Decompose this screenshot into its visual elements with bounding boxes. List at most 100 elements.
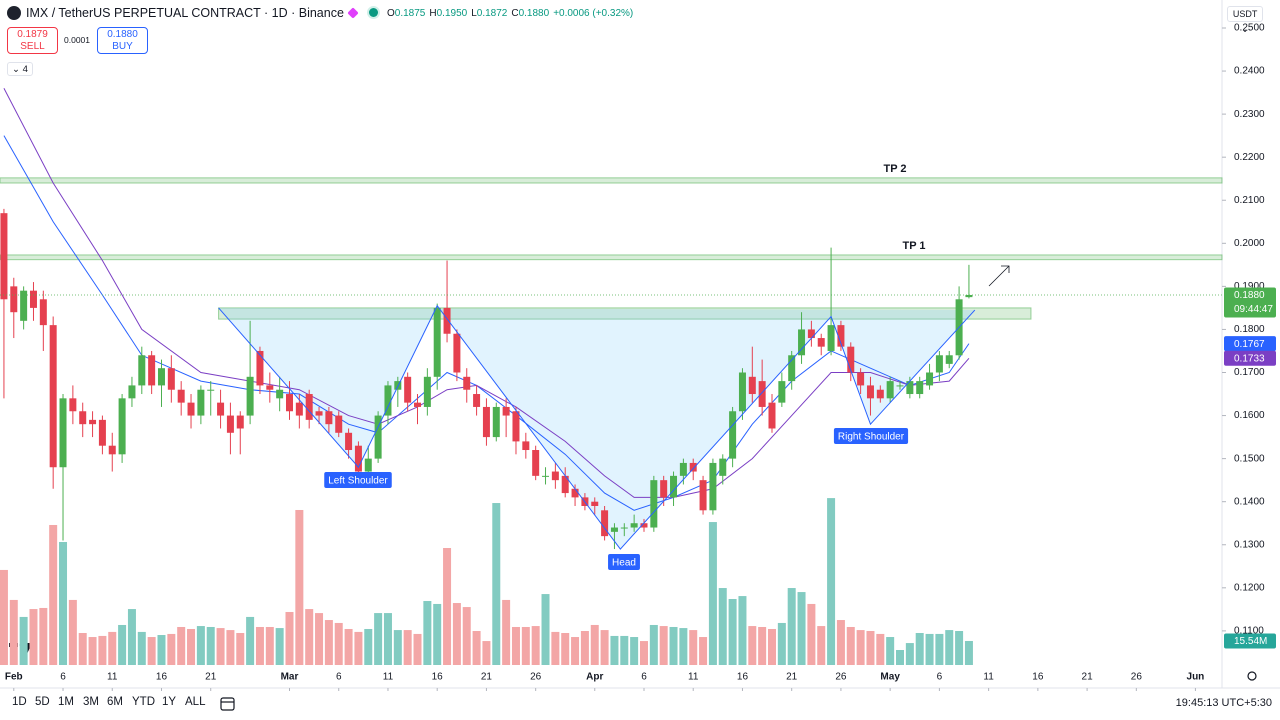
volume-bar — [29, 609, 38, 665]
currency-select[interactable]: USDT ⌄ — [1227, 6, 1263, 34]
candle-body — [650, 480, 658, 528]
price-tag — [1224, 336, 1276, 352]
volume-bar — [68, 599, 77, 665]
volume-bar — [423, 601, 432, 665]
range-button[interactable]: 5D — [35, 696, 50, 708]
volume-bar — [39, 607, 48, 665]
range-button[interactable]: YTD — [132, 696, 155, 708]
y-tick-label: 0.2000 — [1234, 238, 1265, 249]
candle-body — [492, 406, 500, 438]
volume-bar — [738, 596, 747, 665]
candle-body — [463, 376, 471, 390]
symbol-title[interactable]: IMX / TetherUS PERPETUAL CONTRACT · 1D ·… — [26, 6, 344, 20]
volume-bar — [531, 626, 540, 665]
range-button[interactable]: ALL — [185, 696, 206, 708]
candle-body — [591, 501, 599, 506]
volume-bar — [964, 640, 973, 665]
x-tick-label: 11 — [383, 672, 394, 683]
volume-bar — [344, 628, 353, 665]
settings-icon[interactable] — [1247, 671, 1257, 681]
pattern-label: Right Shoulder — [833, 428, 909, 444]
indicators-toggle[interactable]: ⌄ 4 — [7, 62, 33, 76]
candle-body — [640, 523, 648, 528]
zone-label: TP 1 — [902, 240, 925, 252]
volume-bar — [649, 624, 658, 665]
volume-bar — [600, 630, 609, 665]
candle-body — [29, 290, 37, 308]
buy-button[interactable]: 0.1880 BUY — [97, 27, 148, 54]
x-tick-label: Apr — [586, 672, 603, 683]
volume-bar — [945, 630, 954, 665]
y-tick-label: 0.2100 — [1234, 195, 1265, 206]
y-tick-label: 0.2500 — [1234, 23, 1265, 34]
volume-bar — [708, 522, 717, 665]
candle-body — [926, 372, 934, 386]
candle-body — [197, 389, 205, 416]
volume-bar — [462, 607, 471, 665]
volume-bar — [551, 631, 560, 665]
volume-bar — [817, 626, 826, 665]
x-tick-label: 26 — [835, 672, 847, 683]
target-zone — [218, 307, 1032, 320]
volume-bar — [886, 637, 895, 665]
volume-bar — [856, 630, 865, 665]
candle-body — [315, 411, 323, 416]
volume-bar — [718, 588, 727, 665]
candle-body — [817, 338, 825, 347]
volume-bar — [787, 588, 796, 665]
x-tick-label: 26 — [530, 672, 542, 683]
x-tick-label: 6 — [336, 672, 342, 683]
calendar-icon[interactable] — [220, 697, 235, 711]
volume-bar — [9, 599, 18, 665]
forecast-arrow — [988, 265, 1010, 287]
indicator-count: 4 — [22, 64, 28, 75]
candle-body — [285, 394, 293, 412]
x-tick-label: 16 — [737, 672, 749, 683]
y-tick-label: 0.1100 — [1234, 626, 1264, 637]
candle-body — [620, 527, 628, 529]
y-tick-label: 0.2200 — [1234, 152, 1265, 163]
volume-bar — [324, 620, 333, 665]
range-button[interactable]: 3M — [83, 696, 99, 708]
ohlc-value: 0.1880 — [518, 8, 550, 19]
volume-bar — [246, 616, 255, 665]
range-button[interactable]: 1M — [58, 696, 74, 708]
volume-bar — [137, 631, 146, 665]
volume-bar — [295, 509, 304, 665]
volume-bar — [393, 630, 402, 665]
sell-button[interactable]: 0.1879 SELL — [7, 27, 58, 54]
volume-bar — [502, 599, 511, 665]
buy-price: 0.1880 — [107, 29, 138, 40]
currency: USDT — [1232, 9, 1258, 19]
range-button[interactable]: 6M — [107, 696, 123, 708]
volume-bar — [699, 637, 708, 665]
price-tag-countdown: 09:44:47 — [1234, 304, 1273, 315]
candle-body — [866, 385, 874, 399]
volume-bar — [797, 592, 806, 665]
candle-body — [896, 385, 904, 387]
candle-body — [217, 402, 225, 416]
candle-body — [187, 402, 195, 416]
x-tick-label: Feb — [5, 672, 23, 683]
price-tag-label: 0.1880 — [1234, 290, 1265, 301]
y-tick-label: 0.1800 — [1234, 324, 1265, 335]
candle-body — [59, 398, 67, 468]
candle-body — [354, 445, 362, 472]
candle-body — [522, 441, 530, 451]
volume-bar — [167, 633, 176, 665]
volume-bar — [521, 626, 530, 665]
pattern: Left Shoulder Head Right Shoulder — [218, 304, 976, 570]
pattern-label-text: Head — [612, 558, 636, 569]
x-tick-label: 16 — [432, 672, 444, 683]
candle-body — [295, 402, 303, 416]
candles — [0, 208, 973, 550]
range-button[interactable]: 1D — [12, 696, 27, 708]
volume-bar — [836, 620, 845, 665]
y-tick-label: 0.1900 — [1234, 281, 1265, 292]
volume-bar — [511, 626, 520, 665]
pattern-label-text: Left Shoulder — [328, 476, 388, 487]
volume-bar — [88, 637, 97, 665]
range-button[interactable]: 1Y — [162, 696, 177, 708]
volume-bar — [767, 628, 776, 665]
pattern-label-text: Right Shoulder — [838, 432, 905, 443]
